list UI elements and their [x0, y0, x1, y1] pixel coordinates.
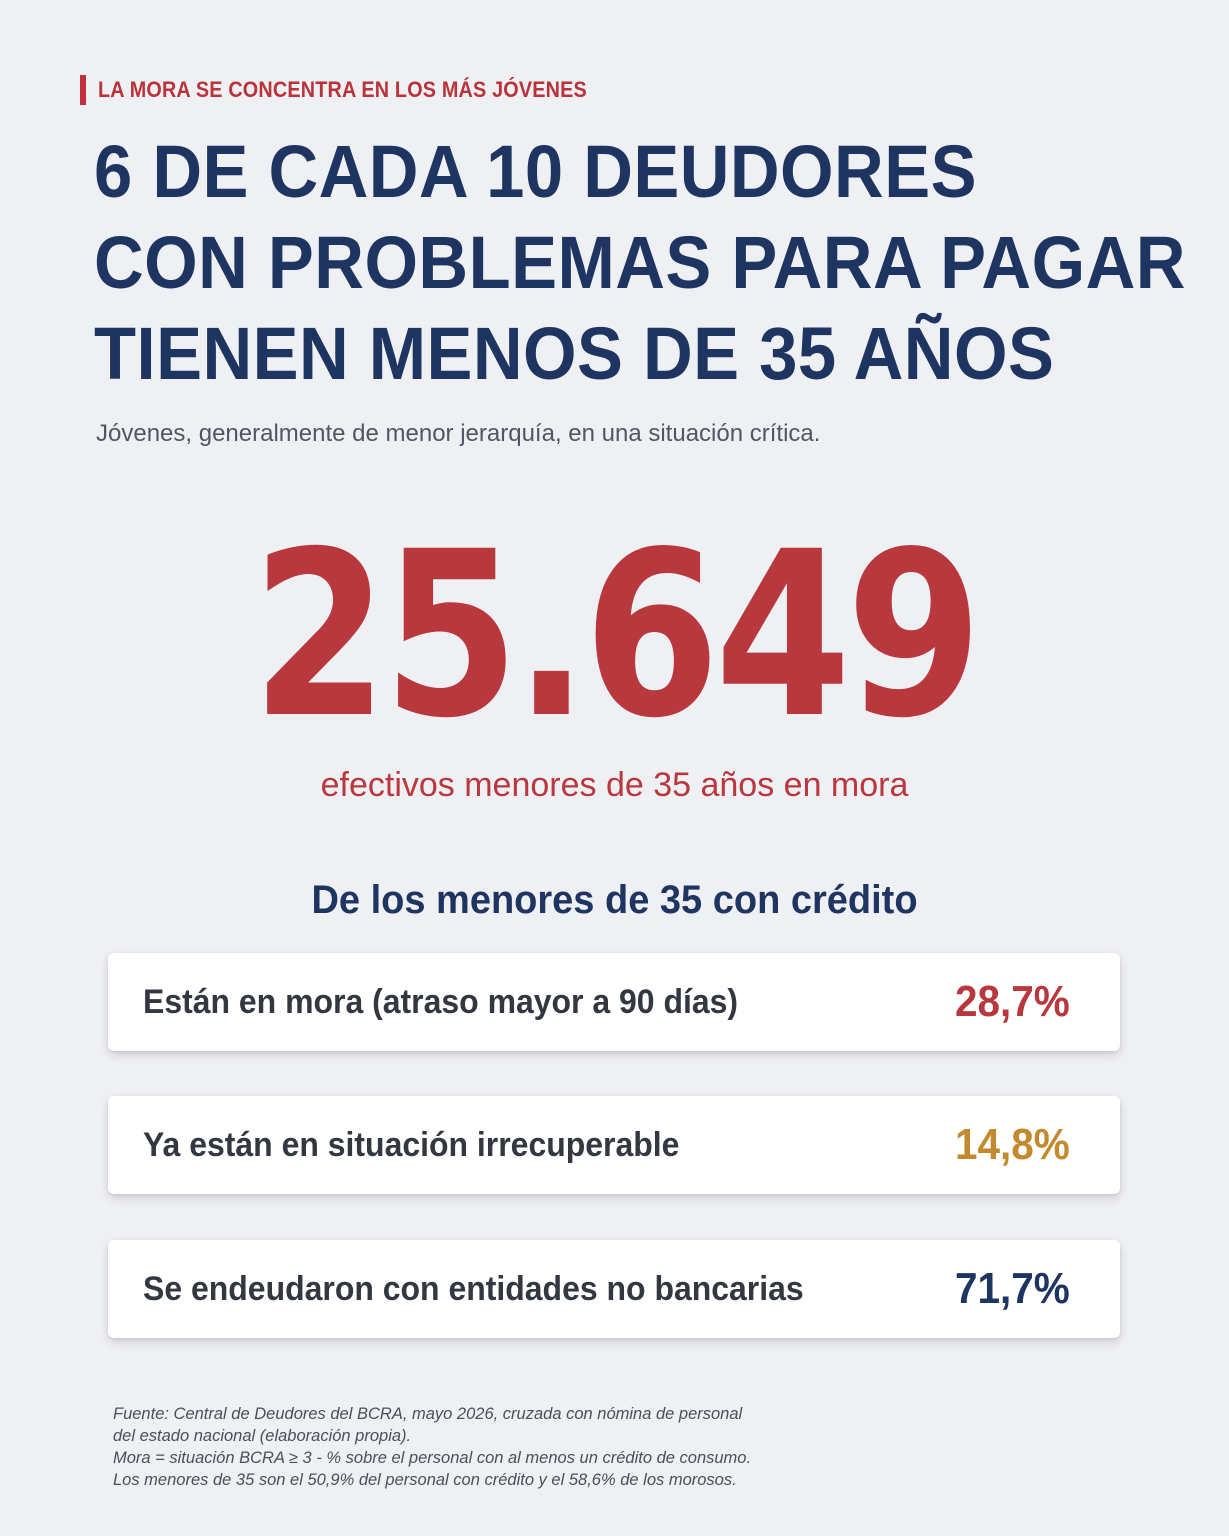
footnote-line: Fuente: Central de Deudores del BCRA, ma… [113, 1405, 743, 1423]
headline-line-1: 6 DE CADA 10 DEUDORES [94, 130, 977, 213]
stat-card-mora: Están en mora (atraso mayor a 90 días) 2… [108, 953, 1120, 1051]
subtitle: Jóvenes, generalmente de menor jerarquía… [96, 420, 821, 447]
stat-label: Ya están en situación irrecuperable [143, 1125, 680, 1164]
stat-card-no-bancarias: Se endeudaron con entidades no bancarias… [108, 1240, 1120, 1338]
highlight-number: 25.649 [251, 502, 983, 768]
stat-value: 28,7% [955, 977, 1070, 1026]
footnote-line: Mora = situación BCRA ≥ 3 - % sobre el p… [113, 1449, 752, 1467]
stat-card-irrecuperable: Ya están en situación irrecuperable 14,8… [108, 1096, 1120, 1194]
footnote: Fuente: Central de Deudores del BCRA, ma… [113, 1403, 873, 1491]
headline: 6 DE CADA 10 DEUDORES CON PROBLEMAS PARA… [94, 126, 1214, 399]
headline-line-3: TIENEN MENOS DE 35 AÑOS [94, 312, 1055, 395]
stat-value: 71,7% [955, 1264, 1070, 1313]
kicker: LA MORA SE CONCENTRA EN LOS MÁS JÓVENES [80, 74, 641, 106]
section-title: De los menores de 35 con crédito [311, 878, 918, 922]
highlight-caption: efectivos menores de 35 años en mora [320, 766, 909, 804]
stat-label: Se endeudaron con entidades no bancarias [143, 1269, 804, 1308]
footnote-line: del estado nacional (elaboración propia)… [113, 1427, 412, 1445]
headline-line-2: CON PROBLEMAS PARA PAGAR [94, 221, 1186, 304]
stat-label: Están en mora (atraso mayor a 90 días) [143, 982, 739, 1021]
stat-value: 14,8% [955, 1120, 1070, 1169]
footnote-line: Los menores de 35 son el 50,9% del perso… [113, 1471, 737, 1489]
kicker-accent-bar [80, 75, 86, 105]
kicker-text: LA MORA SE CONCENTRA EN LOS MÁS JÓVENES [98, 77, 587, 102]
